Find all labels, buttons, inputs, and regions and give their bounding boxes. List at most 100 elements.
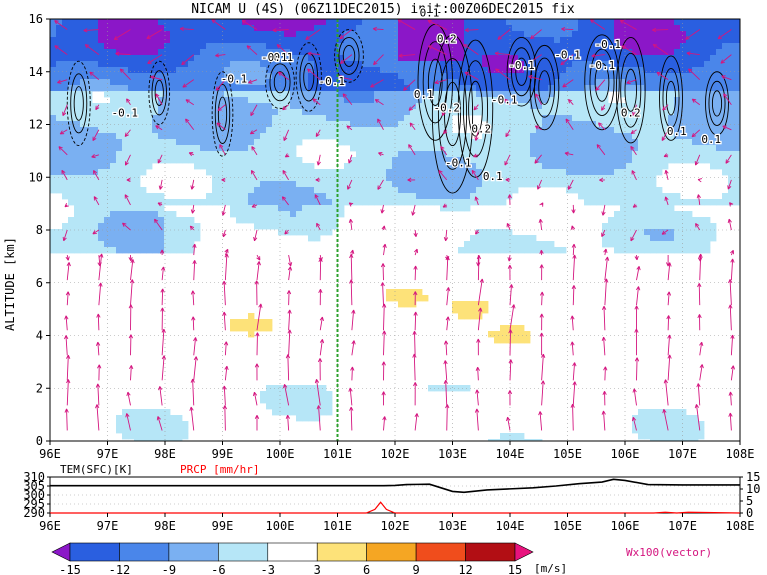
wind-cell <box>506 181 513 188</box>
wind-cell <box>284 163 291 170</box>
wind-vector <box>686 51 700 56</box>
wind-cell <box>98 133 105 140</box>
wind-cell <box>674 145 681 152</box>
wind-cell <box>500 85 507 92</box>
wind-cell <box>236 61 243 68</box>
wind-cell <box>692 127 699 134</box>
wind-cell <box>272 31 279 38</box>
wind-cell <box>338 37 345 44</box>
wind-cell <box>182 235 189 242</box>
wind-cell <box>566 61 573 68</box>
wind-cell <box>350 163 357 170</box>
wind-cell <box>200 163 207 170</box>
wind-cell <box>632 415 639 422</box>
wind-cell <box>380 79 387 86</box>
wind-cell <box>338 61 345 68</box>
wind-cell <box>578 79 585 86</box>
wind-vector <box>91 153 100 159</box>
wind-cell <box>62 97 69 104</box>
wind-cell <box>620 55 627 62</box>
y-tick-label: 4 <box>36 329 43 343</box>
wind-cell <box>350 115 357 122</box>
wind-cell <box>350 85 357 92</box>
wind-cell <box>278 79 285 86</box>
wind-cell <box>638 193 645 200</box>
wind-cell <box>716 139 723 146</box>
wind-cell <box>284 181 291 188</box>
wind-cell <box>680 409 687 416</box>
wind-cell <box>116 127 123 134</box>
wind-cell <box>656 133 663 140</box>
wind-cell <box>362 49 369 56</box>
wind-cell <box>62 55 69 62</box>
wind-cell <box>668 103 675 110</box>
wind-cell <box>260 97 267 104</box>
wind-cell <box>416 145 423 152</box>
wind-cell <box>272 211 279 218</box>
wind-cell <box>140 415 147 422</box>
wind-cell <box>698 433 705 440</box>
wind-cell <box>50 187 57 194</box>
contour-line <box>529 44 560 131</box>
wind-cell <box>512 55 519 62</box>
wind-cell <box>152 25 159 32</box>
wind-cell <box>470 103 477 110</box>
wind-cell <box>176 133 183 140</box>
wind-cell <box>554 175 561 182</box>
wind-cell <box>584 121 591 128</box>
wind-vector <box>281 196 289 206</box>
wind-cell <box>578 133 585 140</box>
wind-cell <box>332 193 339 200</box>
wind-cell <box>656 211 663 218</box>
wind-vector <box>129 279 135 306</box>
surface-right-tick-label: 10 <box>746 482 760 496</box>
wind-cell <box>50 133 57 140</box>
wind-cell <box>734 103 740 110</box>
wind-cell <box>332 25 339 32</box>
wind-cell <box>356 19 363 26</box>
wind-cell <box>284 49 291 56</box>
wind-cell <box>518 115 525 122</box>
wind-vector <box>694 404 701 431</box>
wind-cell <box>254 31 261 38</box>
wind-cell <box>194 103 201 110</box>
wind-cell <box>146 241 153 248</box>
wind-cell <box>56 55 63 62</box>
wind-vector <box>507 390 513 406</box>
wind-cell <box>92 25 99 32</box>
wind-cell <box>386 187 393 194</box>
wind-cell <box>548 181 555 188</box>
wind-cell <box>476 145 483 152</box>
x-tick-label: 103E <box>438 447 467 461</box>
wind-cell <box>452 307 459 314</box>
colorbar-tick-label: 9 <box>412 563 419 575</box>
wind-cell <box>98 109 105 116</box>
wind-cell <box>620 247 627 254</box>
wind-cell <box>578 67 585 74</box>
wind-cell <box>530 61 537 68</box>
wind-cell <box>404 163 411 170</box>
wind-cell <box>296 397 303 404</box>
wind-cell <box>302 205 309 212</box>
wind-cell <box>512 121 519 128</box>
wind-vector <box>697 255 703 262</box>
wind-cell <box>506 127 513 134</box>
wind-cell <box>194 85 201 92</box>
wind-cell <box>248 313 255 320</box>
wind-cell <box>206 67 213 74</box>
wind-cell <box>230 85 237 92</box>
wind-cell <box>734 157 740 164</box>
wind-cell <box>86 145 93 152</box>
wind-cell <box>146 247 153 254</box>
wind-cell <box>548 91 555 98</box>
wind-cell <box>50 175 57 182</box>
wind-cell <box>92 121 99 128</box>
contour-label: -0.1 <box>508 59 535 72</box>
wind-cell <box>464 109 471 116</box>
wind-cell <box>464 67 471 74</box>
wind-cell <box>488 439 495 441</box>
wind-cell <box>512 115 519 122</box>
wind-cell <box>650 241 657 248</box>
wind-cell <box>266 163 273 170</box>
wind-vector-layer <box>54 19 736 431</box>
